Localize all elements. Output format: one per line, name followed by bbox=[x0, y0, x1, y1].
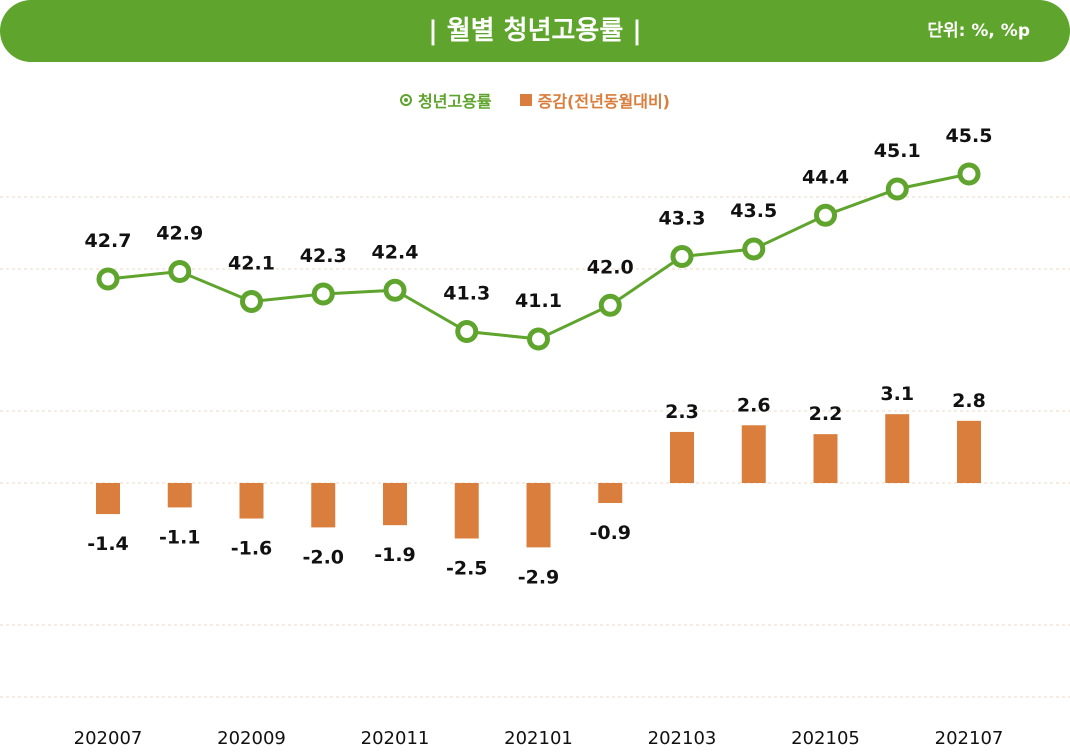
point-label-202012: 41.3 bbox=[443, 283, 490, 305]
bar-202102 bbox=[598, 483, 623, 503]
point-label-202107: 45.5 bbox=[946, 125, 993, 147]
point-202106 bbox=[885, 177, 909, 201]
point-202105 bbox=[814, 203, 837, 227]
point-202104 bbox=[742, 237, 766, 261]
point-202010 bbox=[311, 282, 335, 306]
x-tick-202103: 202103 bbox=[648, 728, 717, 749]
point-202009 bbox=[240, 290, 263, 313]
point-label-202102: 42.0 bbox=[587, 256, 634, 278]
point-label-202101: 41.1 bbox=[515, 290, 562, 312]
chart-legend: 청년고용률 증감(전년동월대비) bbox=[0, 86, 1070, 114]
bar-label-202102: -0.9 bbox=[589, 522, 631, 544]
x-tick-202101: 202101 bbox=[504, 728, 573, 749]
point-202101 bbox=[527, 327, 550, 351]
bar-label-202105: 2.2 bbox=[809, 403, 843, 425]
bar-label-202103: 2.3 bbox=[665, 401, 699, 423]
bar-202007 bbox=[96, 483, 120, 515]
point-label-202105: 44.4 bbox=[802, 166, 849, 188]
bar-label-202009: -1.6 bbox=[231, 538, 273, 560]
x-tick-202007: 202007 bbox=[74, 728, 143, 749]
bar-202008 bbox=[167, 483, 192, 508]
point-202012 bbox=[455, 320, 479, 343]
bar-label-202008: -1.1 bbox=[159, 526, 201, 548]
bar-label-202106: 3.1 bbox=[880, 383, 914, 405]
bar-202011 bbox=[383, 483, 407, 526]
legend-label-change: 증감(전년동월대비) bbox=[537, 92, 670, 111]
point-202107 bbox=[957, 162, 981, 186]
bar-202105 bbox=[813, 434, 838, 483]
point-label-202007: 42.7 bbox=[85, 230, 132, 252]
bar-label-202012: -2.5 bbox=[446, 558, 488, 580]
bar-label-202011: -1.9 bbox=[374, 544, 416, 566]
legend-circle-icon bbox=[400, 94, 412, 106]
bar-202009 bbox=[239, 483, 264, 519]
point-label-202103: 43.3 bbox=[659, 208, 706, 230]
point-202011 bbox=[383, 278, 407, 302]
bar-label-202101: -2.9 bbox=[518, 566, 560, 588]
point-label-202010: 42.3 bbox=[300, 245, 347, 267]
point-202102 bbox=[598, 293, 622, 317]
bar-202103 bbox=[670, 431, 694, 483]
legend-item-rate: 청년고용률 bbox=[400, 88, 492, 112]
bar-label-202104: 2.6 bbox=[737, 394, 771, 416]
bar-label-202107: 2.8 bbox=[952, 390, 986, 412]
x-tick-202011: 202011 bbox=[361, 728, 430, 749]
bar-202107 bbox=[957, 420, 981, 483]
point-202103 bbox=[670, 245, 694, 268]
x-tick-202105: 202105 bbox=[791, 728, 860, 749]
point-label-202008: 42.9 bbox=[156, 223, 203, 245]
x-tick-202107: 202107 bbox=[935, 728, 1004, 749]
bar-202106 bbox=[885, 414, 910, 483]
legend-square-icon bbox=[519, 94, 532, 106]
bar-202104 bbox=[741, 425, 766, 483]
bar-label-202007: -1.4 bbox=[87, 533, 129, 555]
legend-label-rate: 청년고용률 bbox=[418, 92, 492, 111]
x-tick-202009: 202009 bbox=[217, 728, 286, 749]
point-label-202104: 43.5 bbox=[730, 200, 777, 222]
point-202007 bbox=[96, 267, 120, 291]
chart-title: | 월별 청년고용률 | bbox=[428, 16, 642, 46]
bar-202012 bbox=[454, 483, 479, 539]
legend-item-change: 증감(전년동월대비) bbox=[519, 88, 670, 112]
title-bar: | 월별 청년고용률 | 단위: %, %p bbox=[0, 0, 1070, 62]
point-label-202009: 42.1 bbox=[228, 253, 275, 275]
point-label-202011: 42.4 bbox=[372, 241, 419, 263]
bar-202010 bbox=[311, 483, 336, 528]
bar-202101 bbox=[526, 483, 551, 548]
bar-label-202010: -2.0 bbox=[302, 546, 344, 568]
point-202008 bbox=[168, 260, 192, 283]
unit-label: 단위: %, %p bbox=[927, 21, 1030, 41]
point-label-202106: 45.1 bbox=[874, 140, 921, 162]
